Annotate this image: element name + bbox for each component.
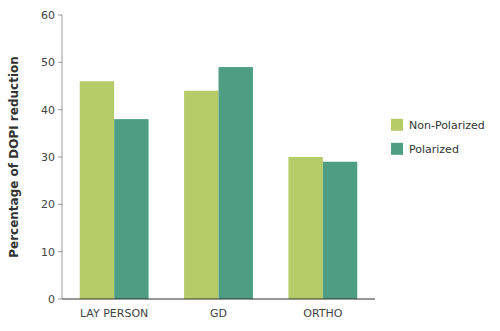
bar bbox=[323, 162, 357, 299]
bar bbox=[288, 157, 322, 299]
y-tick-label: 20 bbox=[41, 198, 55, 211]
y-tick-label: 60 bbox=[41, 9, 55, 22]
bars bbox=[80, 67, 358, 299]
legend: Non-Polarized Polarized bbox=[391, 119, 485, 157]
x-axis bbox=[62, 298, 375, 299]
y-tick-label: 50 bbox=[41, 56, 55, 69]
bar bbox=[114, 119, 148, 299]
y-tick-label: 30 bbox=[41, 151, 55, 164]
y-tick bbox=[58, 204, 62, 205]
x-tick-label: GD bbox=[210, 307, 227, 320]
y-tick bbox=[58, 15, 62, 16]
legend-label: Non-Polarized bbox=[409, 119, 485, 132]
bar bbox=[80, 81, 114, 299]
y-axis-label: Percentage of DOPI reduction bbox=[7, 56, 21, 258]
y-tick bbox=[58, 251, 62, 252]
y-tick-label: 40 bbox=[41, 104, 55, 117]
legend-swatch bbox=[391, 119, 403, 131]
y-tick-label: 0 bbox=[48, 293, 55, 306]
y-tick bbox=[58, 109, 62, 110]
x-tick-label: LAY PERSON bbox=[80, 307, 148, 320]
legend-swatch bbox=[391, 143, 403, 155]
y-axis bbox=[62, 15, 63, 299]
bar bbox=[184, 91, 218, 299]
legend-label: Polarized bbox=[409, 143, 459, 156]
y-tick bbox=[58, 299, 62, 300]
bar bbox=[219, 67, 253, 299]
chart-container: 0 10 20 30 40 50 60 LAY PERSON GD ORTHO Percentage… bbox=[0, 0, 500, 331]
x-tick-label: ORTHO bbox=[303, 307, 342, 320]
chart: 0 10 20 30 40 50 60 LAY PERSON GD ORTHO Percentage… bbox=[0, 0, 500, 331]
y-tick-label: 10 bbox=[41, 246, 55, 259]
y-tick bbox=[58, 157, 62, 158]
y-tick bbox=[58, 62, 62, 63]
